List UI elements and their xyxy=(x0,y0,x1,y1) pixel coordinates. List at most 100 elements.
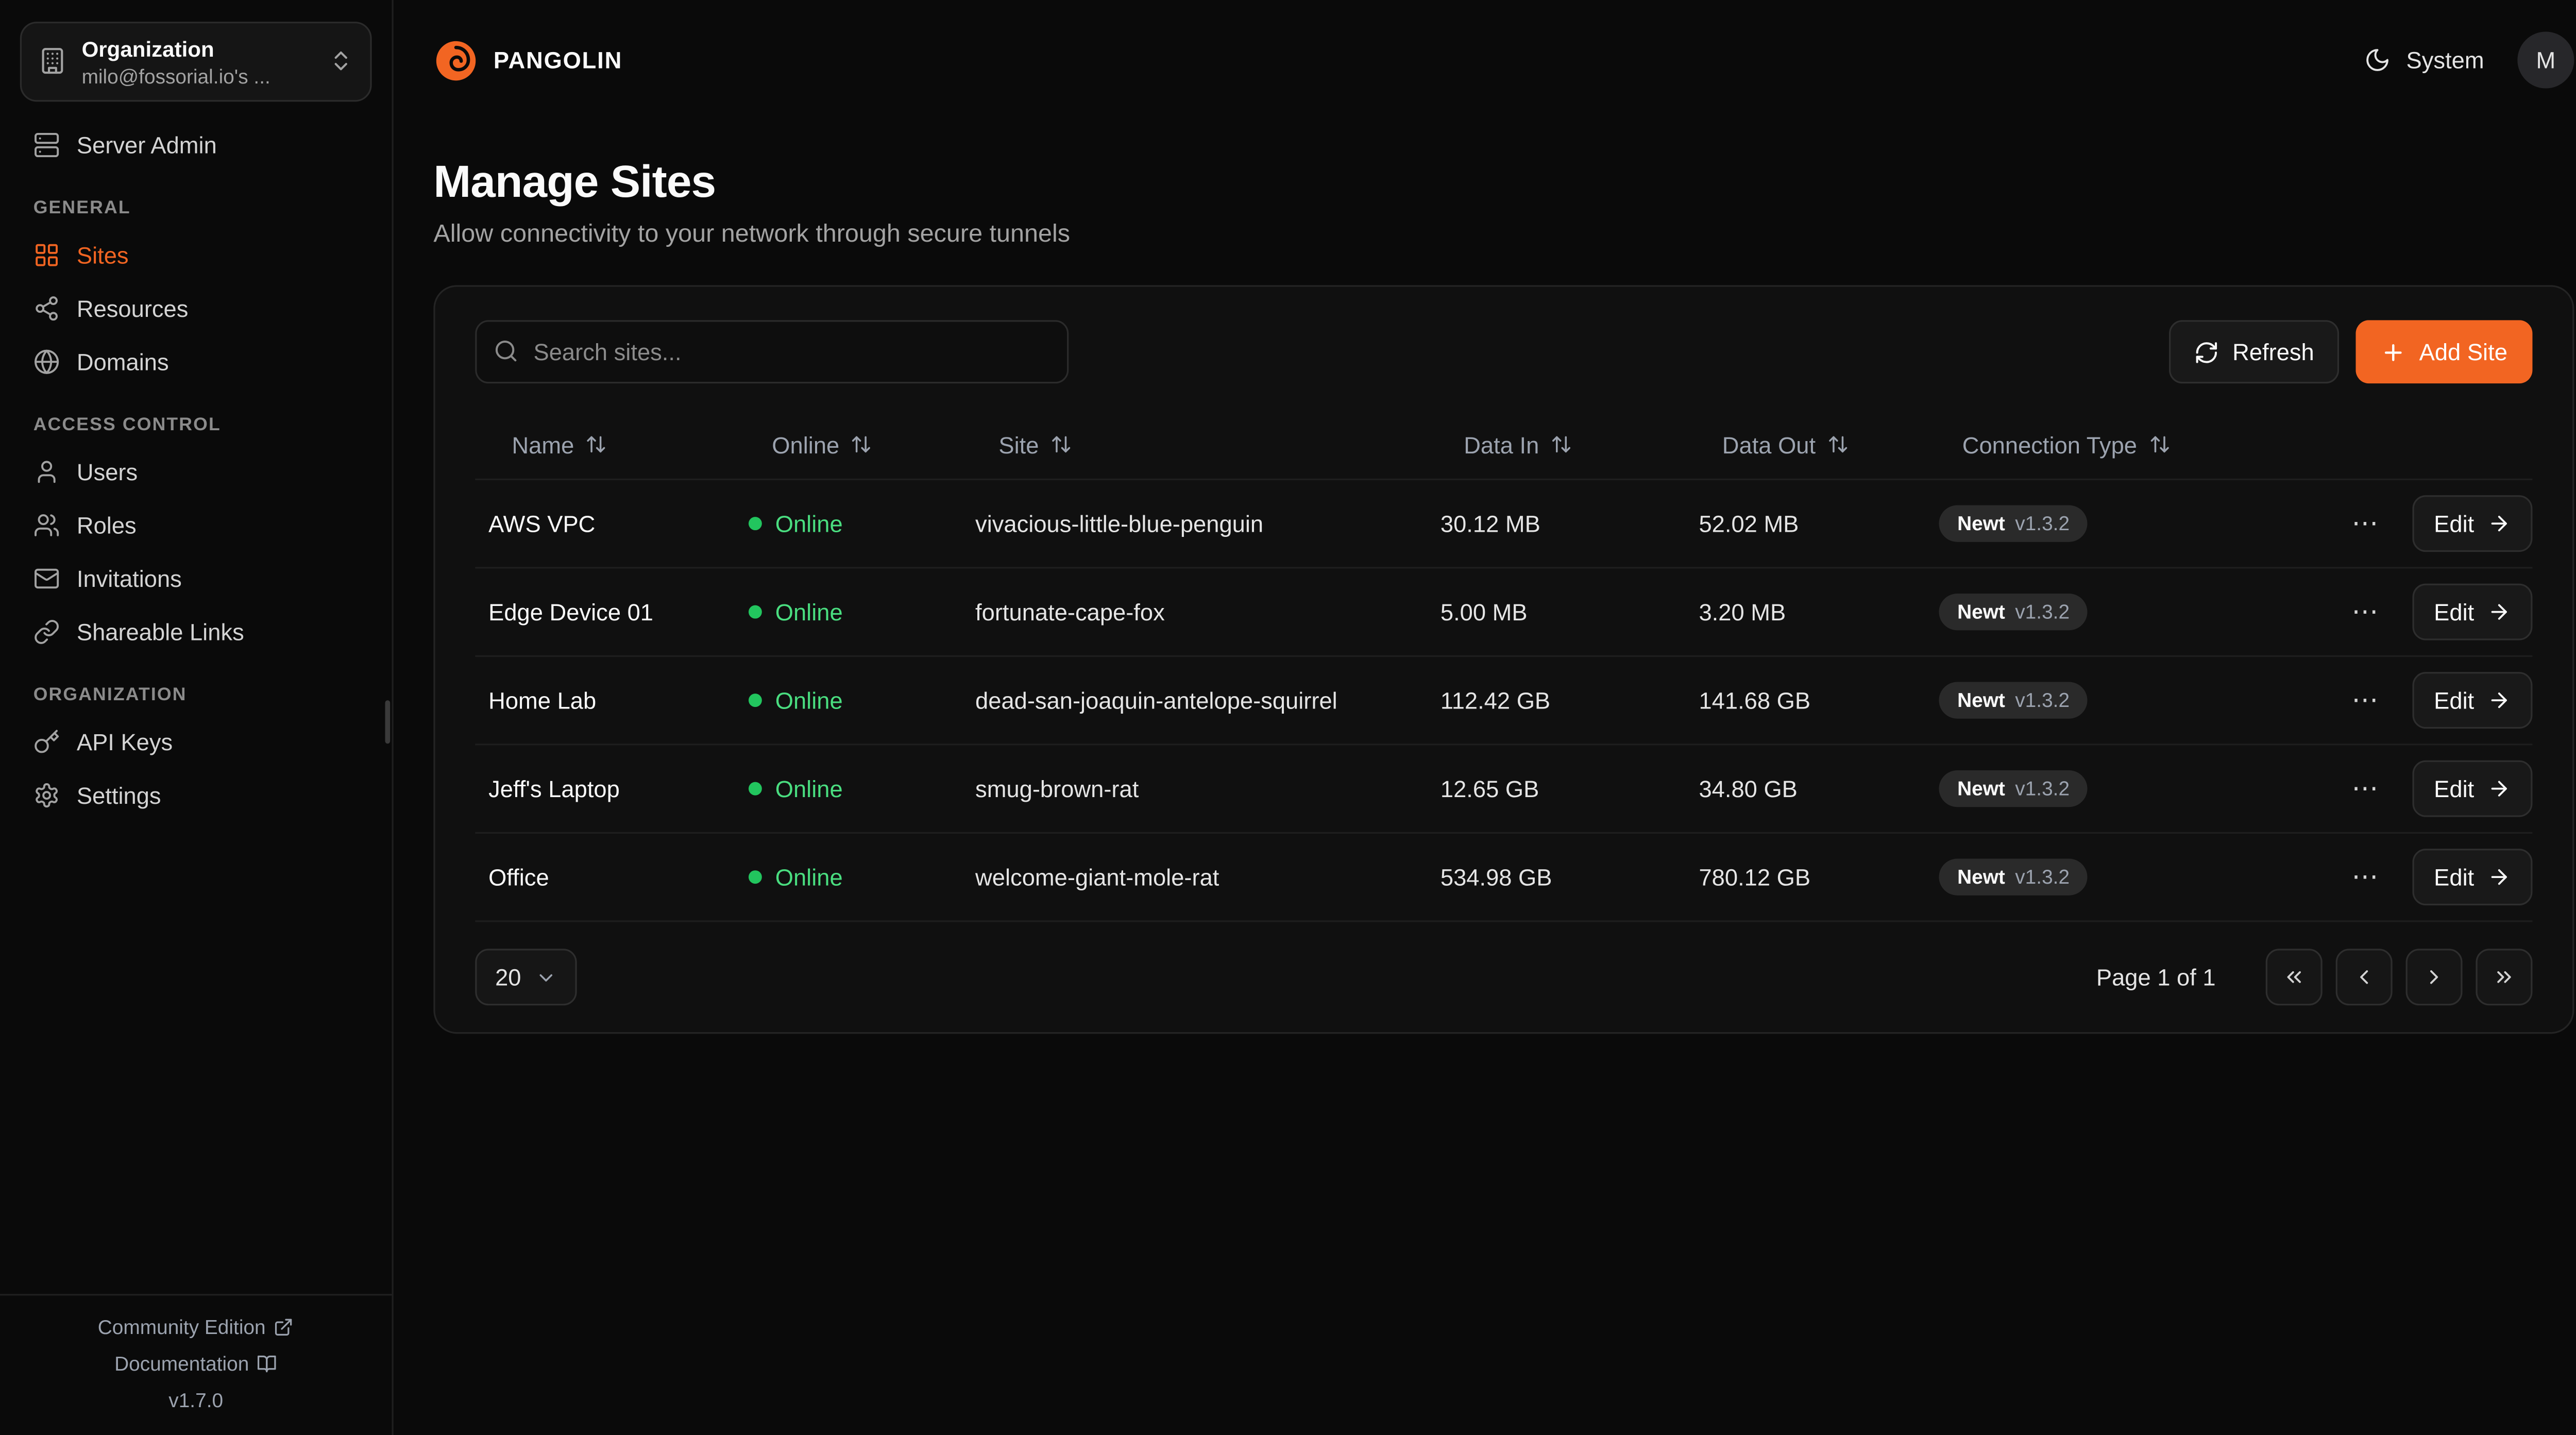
sidebar-item-domains[interactable]: Domains xyxy=(20,334,372,388)
table-header-row: Name Online Site Data In Data Out xyxy=(475,410,2533,480)
sort-icon xyxy=(1552,436,1571,453)
book-icon xyxy=(258,1355,277,1372)
chevron-right-icon xyxy=(2430,970,2438,984)
online-status: Online xyxy=(748,864,975,890)
brand-name: PANGOLIN xyxy=(493,46,623,74)
data-out-value: 3.20 MB xyxy=(1699,598,1786,626)
page-head: Manage Sites Allow connectivity to your … xyxy=(394,120,2576,248)
edit-button[interactable]: Edit xyxy=(2412,672,2533,729)
connection-type-badge: Newt v1.3.2 xyxy=(1939,770,2088,807)
column-header-name[interactable]: Name xyxy=(488,431,749,458)
column-header-online[interactable]: Online xyxy=(749,431,975,458)
sort-icon xyxy=(2150,436,2169,453)
data-in-value: 5.00 MB xyxy=(1440,598,1528,626)
brand-home-link[interactable]: PANGOLIN xyxy=(433,38,622,82)
section-label-access-control: ACCESS CONTROL xyxy=(33,414,221,435)
site-slug: smug-brown-rat xyxy=(975,775,1139,802)
sidebar-item-label: Resources xyxy=(76,294,189,322)
data-in-value: 534.98 GB xyxy=(1440,864,1552,891)
table-footer: 20 Page 1 of 1 xyxy=(475,949,2533,1006)
mail-icon xyxy=(35,568,59,588)
sidebar-item-api-keys[interactable]: API Keys xyxy=(20,715,372,768)
sidebar-item-sites[interactable]: Sites xyxy=(20,228,372,281)
users-icon xyxy=(35,513,59,536)
row-actions-menu-button[interactable]: ⋯ xyxy=(2329,585,2402,639)
table-toolbar: Refresh Add Site xyxy=(475,320,2533,384)
row-actions-menu-button[interactable]: ⋯ xyxy=(2329,497,2402,550)
table-row: Home Lab Online dead-san-joaquin-antelop… xyxy=(475,657,2533,746)
sidebar: Organization milo@fossorial.io's ... Ser… xyxy=(0,0,394,1435)
column-header-connection-type[interactable]: Connection Type xyxy=(1939,431,2329,458)
sidebar-item-resources[interactable]: Resources xyxy=(20,281,372,334)
sidebar-item-users[interactable]: Users xyxy=(20,445,372,498)
edit-button[interactable]: Edit xyxy=(2412,760,2533,817)
last-page-button[interactable] xyxy=(2476,949,2533,1006)
online-dot-icon xyxy=(748,517,762,531)
online-status: Online xyxy=(748,599,975,626)
row-actions-menu-button[interactable]: ⋯ xyxy=(2329,762,2402,816)
sidebar-item-label: Users xyxy=(76,458,138,485)
refresh-button[interactable]: Refresh xyxy=(2169,320,2340,384)
row-actions-menu-button[interactable]: ⋯ xyxy=(2329,850,2402,904)
chevrons-left-icon xyxy=(2287,971,2301,983)
first-page-button[interactable] xyxy=(2265,949,2323,1006)
edit-button[interactable]: Edit xyxy=(2412,495,2533,552)
online-status: Online xyxy=(748,687,975,714)
data-in-value: 112.42 GB xyxy=(1440,687,1551,714)
arrow-right-icon xyxy=(2491,869,2507,885)
sidebar-footer: Community Edition Documentation v1.7.0 xyxy=(0,1293,392,1435)
previous-page-button[interactable] xyxy=(2335,949,2393,1006)
sidebar-item-label: API Keys xyxy=(76,728,173,755)
column-header-data-in[interactable]: Data In xyxy=(1440,431,1699,458)
sidebar-item-roles[interactable]: Roles xyxy=(20,498,372,551)
edit-button[interactable]: Edit xyxy=(2412,849,2533,906)
site-name: Home Lab xyxy=(488,687,597,714)
pangolin-logo-icon xyxy=(436,40,476,80)
page-size-select[interactable]: 20 xyxy=(475,949,577,1006)
add-site-button[interactable]: Add Site xyxy=(2355,320,2533,384)
sidebar-item-invitations[interactable]: Invitations xyxy=(20,551,372,605)
site-name: Jeff's Laptop xyxy=(488,775,620,802)
main-area: PANGOLIN System M Manage Sites Allow con… xyxy=(394,0,2576,1435)
chevrons-right-icon xyxy=(2497,971,2511,983)
connection-type-badge: Newt v1.3.2 xyxy=(1939,505,2088,542)
column-header-site[interactable]: Site xyxy=(975,431,1440,458)
topbar: PANGOLIN System M xyxy=(394,0,2576,120)
table-row: Jeff's Laptop Online smug-brown-rat 12.6… xyxy=(475,745,2533,834)
column-header-data-out[interactable]: Data Out xyxy=(1699,431,1939,458)
theme-toggle-button[interactable]: System xyxy=(2365,47,2484,73)
documentation-link[interactable]: Documentation xyxy=(16,1352,375,1375)
connection-type-badge: Newt v1.3.2 xyxy=(1939,594,2088,631)
server-icon xyxy=(35,132,59,157)
online-status: Online xyxy=(748,510,975,537)
data-out-value: 34.80 GB xyxy=(1699,775,1798,802)
row-actions-menu-button[interactable]: ⋯ xyxy=(2329,673,2402,727)
org-picker[interactable]: Organization milo@fossorial.io's ... xyxy=(20,22,372,101)
search-icon xyxy=(495,340,517,362)
arrow-right-icon xyxy=(2491,604,2507,620)
data-in-value: 30.12 MB xyxy=(1440,510,1540,537)
link-icon xyxy=(35,619,59,644)
search-input[interactable] xyxy=(475,320,1069,384)
user-avatar[interactable]: M xyxy=(2517,31,2574,89)
community-edition-link[interactable]: Community Edition xyxy=(16,1315,375,1338)
edit-button[interactable]: Edit xyxy=(2412,583,2533,640)
data-out-value: 141.68 GB xyxy=(1699,687,1811,714)
user-icon xyxy=(38,460,56,482)
next-page-button[interactable] xyxy=(2405,949,2463,1006)
sites-table-card: Refresh Add Site Name Online xyxy=(433,285,2574,1034)
sidebar-item-shareable-links[interactable]: Shareable Links xyxy=(20,604,372,658)
sidebar-scrollbar-thumb[interactable] xyxy=(385,700,391,744)
sidebar-item-label: Roles xyxy=(76,511,137,538)
table-row: AWS VPC Online vivacious-little-blue-pen… xyxy=(475,480,2533,569)
sidebar-item-label: Sites xyxy=(76,241,129,268)
moon-icon xyxy=(2367,49,2389,71)
org-picker-subtitle: milo@fossorial.io's ... xyxy=(81,64,270,88)
data-in-value: 12.65 GB xyxy=(1440,775,1539,802)
globe-icon xyxy=(35,349,59,374)
page-subtitle: Allow connectivity to your network throu… xyxy=(433,220,1071,249)
sidebar-item-server-admin[interactable]: Server Admin xyxy=(20,117,372,171)
sidebar-item-label: Settings xyxy=(76,781,161,808)
sidebar-item-label: Domains xyxy=(76,347,169,375)
sidebar-item-settings[interactable]: Settings xyxy=(20,768,372,821)
